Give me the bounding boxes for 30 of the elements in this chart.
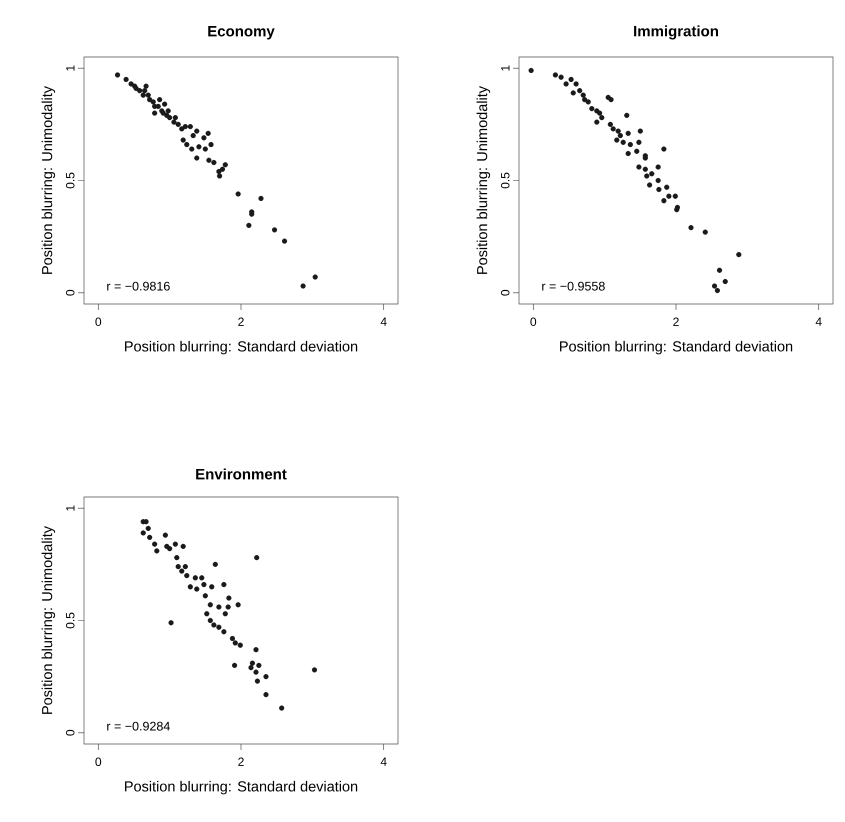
- x-tick-label: 2: [238, 318, 244, 326]
- x-tick-label: 0: [530, 318, 536, 326]
- y-tick-label: 0.5: [66, 612, 74, 628]
- y-tick-label: 0: [500, 290, 510, 296]
- x-tick-label: 2: [673, 318, 679, 326]
- x-tick-label: 2: [238, 758, 244, 766]
- x-tick-label: 4: [380, 318, 387, 326]
- x-axis-title: Position blurring: Standard deviation: [125, 780, 358, 794]
- chart-title: Environment: [196, 468, 287, 480]
- chart-title: Economy: [208, 26, 275, 40]
- y-tick-label: 0: [66, 290, 74, 296]
- chart-title: Immigration: [634, 25, 718, 40]
- x-axis-title: Position blurring: Standard deviation: [125, 340, 358, 354]
- y-tick-label: 0: [66, 730, 74, 736]
- x-tick-label: 4: [380, 758, 387, 766]
- annotation: r = −0.9558: [542, 282, 605, 291]
- annotation: r = −0.9816: [107, 282, 170, 291]
- y-tick-label: 1: [66, 65, 74, 71]
- x-tick-label: 0: [95, 318, 102, 326]
- x-tick-label: 4: [816, 318, 822, 326]
- y-axis-title: Position blurring: Unimodality: [42, 86, 56, 274]
- y-tick-label: 0.5: [500, 172, 510, 188]
- y-axis-title: Position blurring: Unimodality: [476, 86, 490, 274]
- y-tick-label: 1: [501, 65, 510, 71]
- annotation: r = −0.9284: [107, 722, 170, 731]
- y-axis-title: Position blurring: Unimodality: [42, 526, 56, 714]
- x-axis-title: Position blurring: Standard deviation: [560, 340, 792, 354]
- x-tick-label: 0: [95, 758, 102, 766]
- y-tick-label: 1: [66, 505, 74, 511]
- y-tick-label: 0.5: [66, 172, 74, 188]
